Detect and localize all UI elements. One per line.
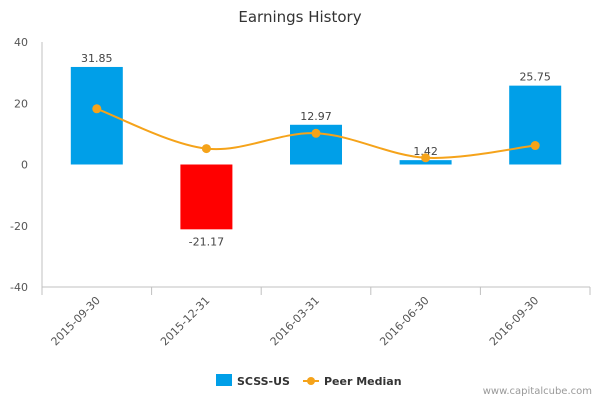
x-tick-label: 2015-12-31 — [158, 294, 212, 348]
peer-median-point — [530, 141, 540, 151]
y-tick-label: 20 — [14, 97, 28, 110]
bar-value-label: 12.97 — [300, 110, 332, 123]
peer-median-point — [311, 128, 321, 138]
peer-median-point — [421, 153, 431, 163]
legend-label-scss: SCSS-US — [237, 375, 290, 388]
legend: SCSS-US Peer Median — [216, 374, 402, 388]
y-tick-label: 40 — [14, 36, 28, 49]
x-tick-label: 2015-09-30 — [49, 294, 103, 348]
bar-2015-12-31 — [180, 164, 233, 230]
bar-value-label: -21.17 — [189, 235, 224, 248]
x-axis: 2015-09-30 2015-12-31 2016-03-31 2016-06-30… — [41, 286, 591, 348]
y-axis: 40 20 0 -20 -40 — [10, 36, 43, 294]
x-tick-label: 2016-09-30 — [487, 294, 541, 348]
peer-median-point — [92, 104, 102, 114]
y-tick-label: 0 — [21, 159, 28, 172]
bar-value-label: 1.42 — [413, 145, 438, 158]
x-tick-label: 2016-03-31 — [268, 294, 322, 348]
watermark-text: www.capitalcube.com — [483, 386, 592, 397]
y-tick-label: -40 — [10, 281, 28, 294]
bar-data-labels: 31.85 -21.17 12.97 1.42 25.75 — [81, 52, 551, 248]
legend-swatch-scss — [216, 374, 232, 386]
peer-median-series — [92, 104, 540, 163]
bar-2016-09-30 — [509, 85, 562, 165]
peer-median-point — [201, 144, 211, 154]
bar-value-label: 31.85 — [81, 52, 113, 65]
bar-value-label: 25.75 — [519, 71, 551, 84]
legend-label-peer-median: Peer Median — [324, 375, 402, 388]
legend-marker-peer-median — [307, 377, 315, 385]
x-tick-label: 2016-06-30 — [377, 294, 431, 348]
chart-title: Earnings History — [238, 8, 361, 26]
y-tick-label: -20 — [10, 220, 28, 233]
bar-2016-06-30 — [399, 160, 452, 165]
bar-series — [70, 66, 562, 230]
